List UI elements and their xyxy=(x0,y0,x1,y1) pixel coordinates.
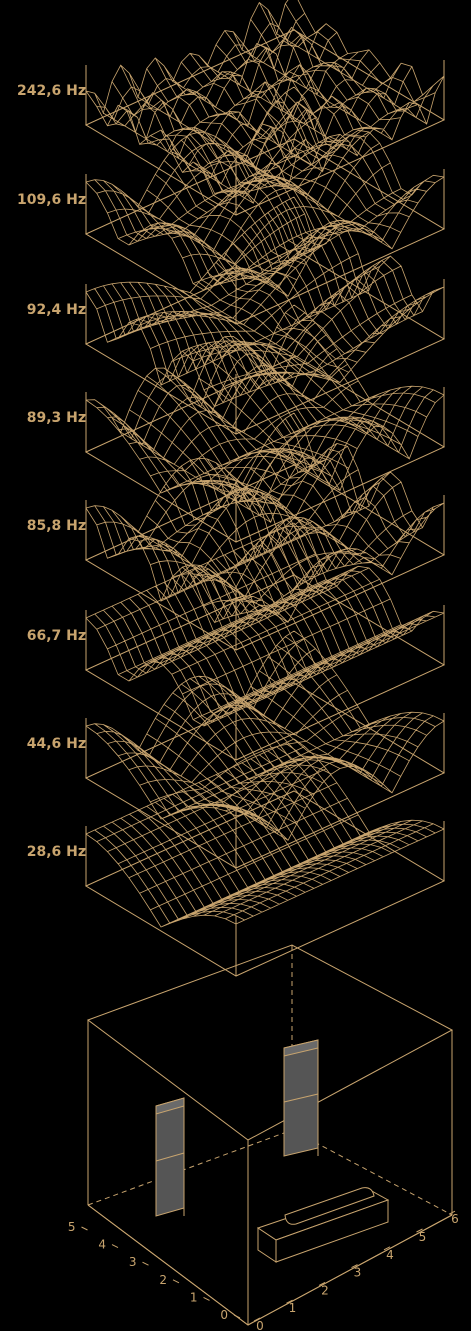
axis-tick xyxy=(81,1226,88,1231)
axis-tick xyxy=(318,1281,326,1286)
axis-tick xyxy=(142,1261,149,1266)
sofa-back xyxy=(284,1187,375,1225)
axis-tick xyxy=(416,1228,423,1233)
axis-tick xyxy=(286,1299,293,1304)
axis-tick-label: 5 xyxy=(419,1230,427,1244)
room-floor-edge xyxy=(87,1204,453,1326)
axis-tick-label: 4 xyxy=(386,1248,394,1262)
frequency-label: 66,7 Hz xyxy=(27,628,86,644)
layer-base xyxy=(84,464,446,651)
axis-tick-label: 4 xyxy=(98,1238,106,1252)
mode-layer xyxy=(84,522,446,761)
axis-tick xyxy=(448,1210,456,1215)
listening-room: 0 1 2 3 4 5 0 1 2 3 4 5 6 xyxy=(68,944,459,1331)
mode-layer xyxy=(84,412,446,651)
axis-tick xyxy=(383,1246,391,1251)
mode-surface xyxy=(85,196,445,408)
frequency-label: 242,6 Hz xyxy=(17,83,86,99)
mode-layers xyxy=(84,0,446,977)
axis-tick-label: 2 xyxy=(321,1283,329,1297)
frequency-label: 92,4 Hz xyxy=(27,302,86,318)
mode-layer xyxy=(84,304,446,543)
axis-tick-label: 0 xyxy=(256,1319,264,1331)
frequency-label: 44,6 Hz xyxy=(27,736,86,752)
mode-layer xyxy=(84,0,446,216)
sofa xyxy=(256,1187,390,1263)
axis-tick-label: 2 xyxy=(159,1273,167,1287)
axis-tick xyxy=(253,1317,261,1322)
frequency-label: 89,3 Hz xyxy=(27,410,86,426)
axis-left xyxy=(87,1204,249,1326)
mode-surface xyxy=(85,412,445,624)
axis-right xyxy=(247,1214,453,1326)
frequency-label: 28,6 Hz xyxy=(27,844,86,860)
axis-tick-label: 5 xyxy=(68,1220,76,1234)
speaker-top xyxy=(283,1039,319,1057)
speaker-divider xyxy=(283,1093,319,1103)
mode-surface xyxy=(85,304,445,524)
frequency-labels: 242,6 Hz 109,6 Hz 92,4 Hz 89,3 Hz 85,8 Hz 66,… xyxy=(17,83,86,860)
axis-tick xyxy=(111,1244,119,1249)
axis-tick xyxy=(203,1296,210,1301)
sofa-side xyxy=(275,1199,389,1263)
frequency-label: 109,6 Hz xyxy=(17,192,86,208)
speaker xyxy=(283,1039,319,1157)
mode-surface xyxy=(85,630,445,841)
mode-layer xyxy=(84,738,446,977)
axis-tick-label: 3 xyxy=(129,1255,137,1269)
speaker-top xyxy=(155,1097,185,1115)
mode-surface xyxy=(85,0,445,204)
speaker-divider xyxy=(155,1152,185,1162)
mode-layer xyxy=(84,196,446,435)
axis-tick xyxy=(172,1279,180,1284)
axis-tick-label: 1 xyxy=(190,1290,198,1304)
frequency-label: 85,8 Hz xyxy=(27,518,86,534)
axis-tick xyxy=(351,1264,358,1269)
room-ceiling xyxy=(86,944,454,1141)
room-hidden-edge xyxy=(87,1129,453,1216)
mode-surface xyxy=(85,522,445,727)
axis-tick-label: 6 xyxy=(451,1212,459,1226)
speaker xyxy=(155,1097,185,1217)
axis-tick-label: 0 xyxy=(220,1308,228,1322)
mode-surface xyxy=(85,738,445,928)
axis-tick-label: 1 xyxy=(289,1301,297,1315)
mode-surface xyxy=(85,86,445,297)
axis-tick-label: 3 xyxy=(354,1266,362,1280)
